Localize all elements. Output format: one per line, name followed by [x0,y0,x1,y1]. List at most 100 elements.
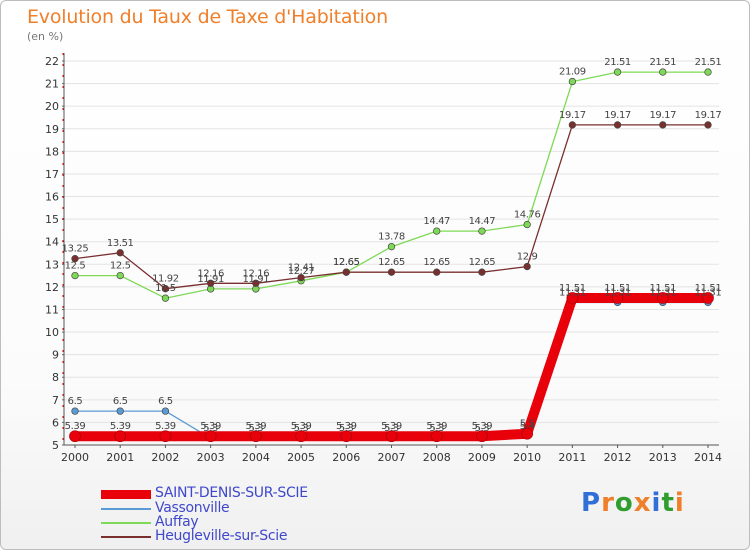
data-point [523,220,531,229]
data-point [387,243,396,251]
x-tick-label: 2014 [694,451,722,464]
data-point [613,68,622,76]
y-tick-label: 17 [45,168,59,181]
chart-title: Evolution du Taux de Taxe d'Habitation [27,6,388,28]
data-point [430,430,443,443]
data-label: 13.51 [107,238,134,249]
brand-logo: Proxiti [581,488,685,518]
y-tick-label: 20 [45,100,59,113]
data-label: 5.39 [426,421,447,432]
data-label: 5.3 [339,423,354,434]
data-point [704,68,712,76]
data-label: 5.3 [475,423,490,434]
data-label: 11.5 [155,283,176,294]
legend-label: Auffay [155,514,199,530]
data-label: 12.5 [65,261,86,272]
x-tick-label: 2004 [242,451,270,464]
data-point [523,262,531,271]
y-tick-label: 5 [52,439,59,452]
x-tick-label: 2005 [287,451,315,464]
data-point [295,430,307,443]
data-label: 21.09 [559,67,586,78]
data-label: 11.51 [649,283,676,294]
data-point [478,227,486,235]
data-point [206,279,215,287]
data-point [521,427,533,440]
data-point [385,430,398,443]
data-label: 12.65 [333,257,360,268]
data-point [433,227,441,235]
data-point [250,430,262,443]
data-label: 5.39 [110,421,131,432]
chart-subtitle: (en %) [27,30,64,43]
data-label: 5.5 [520,419,535,430]
brand-letter: i [674,488,685,518]
data-point [161,294,170,302]
data-label: 14.76 [514,210,541,221]
data-point [656,292,669,304]
data-label: 12.65 [333,257,360,268]
data-point [116,249,124,257]
legend-label: SAINT-DENIS-SUR-SCIE [155,485,308,501]
data-point [476,430,488,443]
brand-letter: o [614,488,634,518]
data-label: 21.51 [695,57,722,68]
data-label: 5.3 [248,423,263,434]
y-tick-label: 11 [45,303,59,316]
legend-item-auffay: Auffay [101,514,401,530]
x-tick-label: 2003 [197,451,225,464]
legend-swatch [101,490,151,499]
y-tick-label: 22 [45,55,59,68]
data-point [71,271,79,280]
data-point [568,121,577,129]
data-label: 12.65 [423,257,450,268]
legend-label: Heugleville-sur-Scie [155,528,288,544]
data-point [478,268,486,276]
data-label: 11.91 [243,274,270,285]
data-point [161,285,170,293]
y-tick-label: 8 [52,371,59,384]
data-label: 5.39 [65,421,86,432]
brand-letter: P [581,488,602,518]
data-label: 12.16 [243,268,270,279]
brand-letter: t [661,488,675,518]
data-label: 11.91 [197,274,224,285]
data-point [204,430,217,443]
data-point [702,292,714,304]
data-label: 12.5 [110,261,131,272]
data-label: 6.5 [113,396,128,407]
y-tick-label: 14 [45,236,59,249]
data-point [659,68,667,76]
data-label: 5.3 [203,423,218,434]
data-point [252,279,260,287]
data-point [71,407,79,415]
x-tick-label: 2002 [151,451,179,464]
data-label: 5.39 [200,421,221,432]
data-label: 11.31 [559,287,586,298]
y-tick-label: 19 [45,123,59,136]
data-point [566,292,579,304]
data-point [116,271,124,280]
y-tick-label: 10 [45,326,59,339]
legend-swatch [101,508,151,510]
data-point [116,407,124,415]
data-label: 12.16 [197,268,224,279]
y-tick-label: 6 [52,416,59,429]
data-label: 12.65 [378,257,405,268]
data-label: 19.17 [604,110,631,121]
data-point [659,121,667,129]
data-label: 12.41 [288,263,315,274]
brand-letter: r [601,488,615,518]
x-tick-label: 2009 [468,451,496,464]
data-point [340,430,353,443]
x-tick-label: 2007 [378,451,406,464]
data-label: 5.3 [384,423,399,434]
data-point [613,121,622,129]
y-tick-label: 13 [45,258,59,271]
data-label: 5.39 [155,421,176,432]
data-label: 6.5 [158,396,173,407]
data-label: 14.47 [469,216,496,227]
series-line-1 [75,301,708,439]
